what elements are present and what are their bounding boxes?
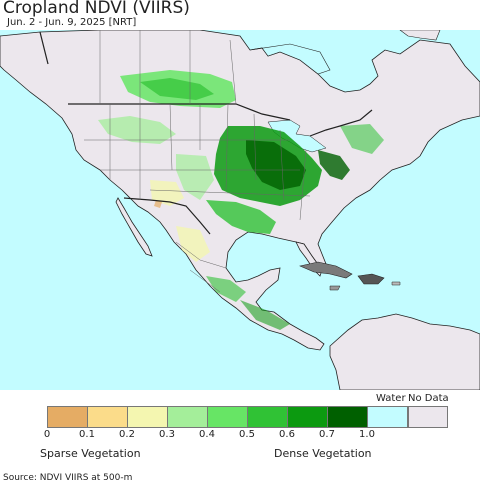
nodata-swatch xyxy=(408,406,448,428)
legend-swatch xyxy=(87,406,128,428)
us-mexico-border xyxy=(123,197,211,235)
sparse-vegetation-label: Sparse Vegetation xyxy=(40,447,141,460)
legend-tick-label: 0 xyxy=(43,429,51,440)
south-america xyxy=(329,313,480,390)
source-note: Source: NDVI VIIRS at 500-m xyxy=(3,473,133,483)
legend-swatch xyxy=(287,406,328,428)
puerto-rico xyxy=(391,281,401,286)
legend-swatch xyxy=(207,406,248,428)
legend-tick-label: 0.4 xyxy=(199,429,215,440)
nodata-legend-label: No Data xyxy=(408,393,449,404)
hispaniola xyxy=(357,273,385,285)
legend-swatch xyxy=(247,406,288,428)
hudson-bay xyxy=(249,43,331,75)
map-title: Cropland NDVI (VIIRS) xyxy=(3,0,190,18)
baja-california xyxy=(115,197,153,257)
legend-tick-label: 0.1 xyxy=(79,429,95,440)
legend-tick-label: 0.2 xyxy=(119,429,135,440)
legend-tick-label: 0.5 xyxy=(239,429,255,440)
date-range-subtitle: Jun. 2 - Jun. 9, 2025 [NRT] xyxy=(7,17,137,28)
legend-swatch xyxy=(47,406,88,428)
country-borders xyxy=(39,31,373,235)
legend-tick-label: 0.3 xyxy=(159,429,175,440)
alaska-border xyxy=(39,31,49,65)
cropland-ndvi-patches xyxy=(98,70,384,330)
jamaica xyxy=(329,285,341,291)
water-legend-label: Water xyxy=(376,393,406,404)
legend-swatch xyxy=(327,406,368,428)
dense-vegetation-label: Dense Vegetation xyxy=(274,447,372,460)
us-canada-border xyxy=(68,103,373,137)
legend-tick-label: 1.0 xyxy=(359,429,375,440)
ndvi-map xyxy=(0,30,480,390)
arctic-island xyxy=(399,30,441,41)
state-borders xyxy=(84,30,311,293)
legend-tick-label: 0.7 xyxy=(319,429,335,440)
legend-tick-label: 0.6 xyxy=(279,429,295,440)
water-swatch xyxy=(367,406,408,428)
cuba xyxy=(299,261,353,279)
legend-swatch xyxy=(127,406,168,428)
legend-swatch xyxy=(167,406,208,428)
legend: Water No Data 0 0.1 0.2 0.3 0.4 0.5 0.6 0.7 1.0 … xyxy=(0,388,480,468)
